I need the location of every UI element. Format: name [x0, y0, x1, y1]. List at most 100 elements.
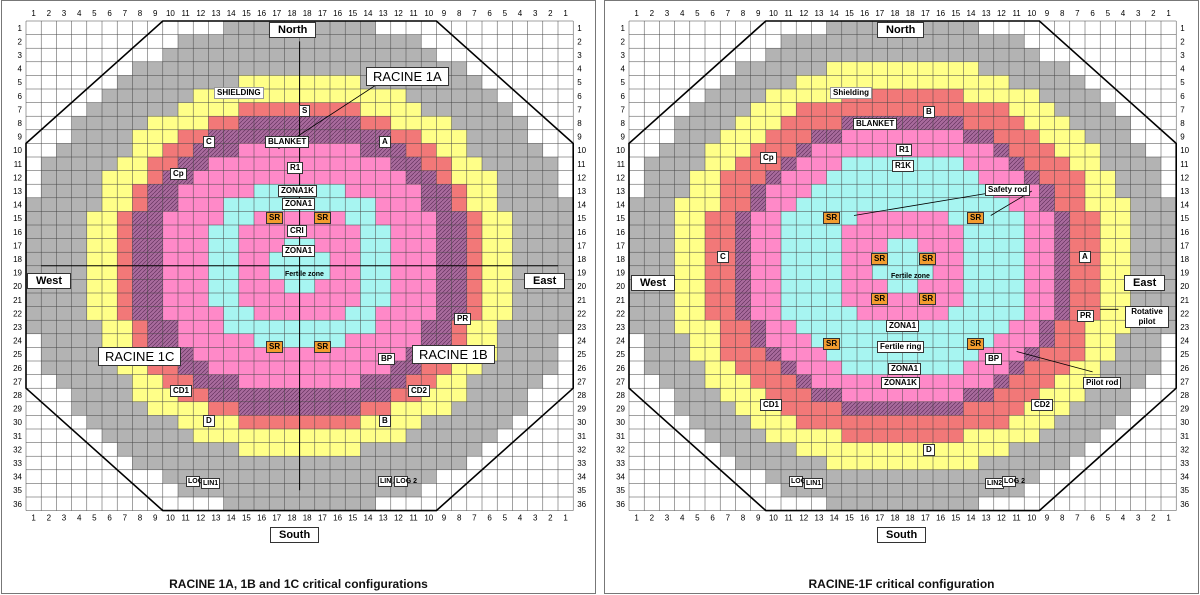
position-cd1: CD1 — [760, 399, 783, 411]
row-number-left: 29 — [13, 405, 22, 414]
row-number-right: 1 — [1180, 24, 1185, 33]
row-number-left: 15 — [616, 214, 625, 223]
row-number-right: 30 — [577, 418, 586, 427]
column-number-top: 6 — [487, 9, 492, 18]
row-number-left: 13 — [616, 187, 625, 196]
column-number-top: 1 — [31, 9, 36, 18]
column-number-top: 8 — [138, 9, 143, 18]
row-number-left: 30 — [616, 418, 625, 427]
column-number-bottom: 7 — [472, 514, 477, 523]
log1-detector: LOG 1 — [186, 476, 210, 487]
row-number-left: 18 — [13, 255, 22, 264]
column-number-top: 15 — [845, 9, 854, 18]
column-number-top: 2 — [1151, 9, 1156, 18]
column-number-top: 17 — [318, 9, 327, 18]
position-cp: Cp — [760, 152, 777, 164]
row-number-left: 9 — [18, 133, 23, 142]
column-number-top: 14 — [830, 9, 839, 18]
log2-detector: LOG 2 — [394, 476, 418, 487]
row-number-right: 7 — [577, 105, 582, 114]
row-number-right: 34 — [577, 473, 586, 482]
column-number-top: 17 — [272, 9, 281, 18]
column-number-top: 3 — [62, 9, 67, 18]
row-number-left: 26 — [13, 364, 22, 373]
row-number-right: 3 — [1180, 51, 1185, 60]
row-number-right: 34 — [1180, 473, 1189, 482]
column-number-bottom: 16 — [257, 514, 266, 523]
row-number-right: 23 — [577, 323, 586, 332]
row-number-left: 7 — [621, 105, 626, 114]
fertile-zone-label: Fertile zone — [891, 273, 930, 280]
row-number-right: 23 — [1180, 323, 1189, 332]
row-number-left: 17 — [616, 241, 625, 250]
row-number-right: 4 — [577, 65, 582, 74]
column-number-top: 12 — [196, 9, 205, 18]
row-number-right: 15 — [577, 214, 586, 223]
column-number-bottom: 16 — [860, 514, 869, 523]
row-number-right: 27 — [577, 377, 586, 386]
row-number-left: 15 — [13, 214, 22, 223]
column-number-top: 10 — [166, 9, 175, 18]
row-number-left: 31 — [13, 432, 22, 441]
column-number-bottom: 15 — [348, 514, 357, 523]
position-cd1: CD1 — [170, 385, 193, 397]
column-number-top: 4 — [1121, 9, 1126, 18]
row-number-left: 14 — [13, 201, 22, 210]
shielding-label: SHIELDING — [214, 87, 264, 99]
column-number-bottom: 7 — [123, 514, 128, 523]
column-number-top: 14 — [227, 9, 236, 18]
racine-1a-label: RACINE 1A — [366, 67, 449, 86]
column-number-top: 7 — [1075, 9, 1080, 18]
row-number-right: 10 — [1180, 146, 1189, 155]
row-number-right: 8 — [577, 119, 582, 128]
row-number-left: 33 — [616, 459, 625, 468]
row-number-right: 31 — [577, 432, 586, 441]
column-number-top: 17 — [921, 9, 930, 18]
r1-label: R1 — [896, 144, 913, 156]
column-number-bottom: 17 — [318, 514, 327, 523]
blanket-label: BLANKET — [265, 136, 310, 148]
row-number-left: 21 — [616, 296, 625, 305]
row-number-left: 2 — [18, 37, 23, 46]
row-number-left: 20 — [616, 282, 625, 291]
row-number-right: 16 — [577, 228, 586, 237]
row-number-right: 18 — [1180, 255, 1189, 264]
row-number-left: 34 — [616, 473, 625, 482]
row-number-left: 14 — [616, 201, 625, 210]
row-number-right: 22 — [577, 309, 586, 318]
lin1-detector: LIN1 — [804, 478, 824, 489]
column-number-bottom: 4 — [680, 514, 685, 523]
row-number-right: 12 — [1180, 173, 1189, 182]
row-number-right: 35 — [577, 486, 586, 495]
column-number-bottom: 14 — [967, 514, 976, 523]
row-number-left: 10 — [616, 146, 625, 155]
column-number-top: 2 — [650, 9, 655, 18]
row-number-right: 1 — [577, 24, 582, 33]
row-number-left: 22 — [13, 309, 22, 318]
safety-rod-6: SR — [823, 338, 841, 350]
row-number-left: 24 — [13, 337, 22, 346]
row-number-left: 36 — [13, 500, 22, 509]
column-number-bottom: 8 — [741, 514, 746, 523]
row-number-left: 30 — [13, 418, 22, 427]
column-number-top: 18 — [303, 9, 312, 18]
column-number-bottom: 12 — [799, 514, 808, 523]
row-number-left: 9 — [621, 133, 626, 142]
row-number-right: 6 — [577, 92, 582, 101]
position-c: C — [203, 136, 215, 148]
position-a: A — [1079, 251, 1091, 263]
column-number-bottom: 15 — [845, 514, 854, 523]
column-number-bottom: 12 — [196, 514, 205, 523]
column-number-bottom: 9 — [756, 514, 761, 523]
column-number-top: 8 — [457, 9, 462, 18]
row-number-left: 34 — [13, 473, 22, 482]
column-number-top: 7 — [123, 9, 128, 18]
column-number-top: 3 — [1136, 9, 1141, 18]
column-number-bottom: 11 — [784, 514, 793, 523]
row-number-right: 28 — [1180, 391, 1189, 400]
position-cd2: CD2 — [408, 385, 431, 397]
row-number-right: 21 — [1180, 296, 1189, 305]
row-number-left: 12 — [13, 173, 22, 182]
row-number-right: 22 — [1180, 309, 1189, 318]
